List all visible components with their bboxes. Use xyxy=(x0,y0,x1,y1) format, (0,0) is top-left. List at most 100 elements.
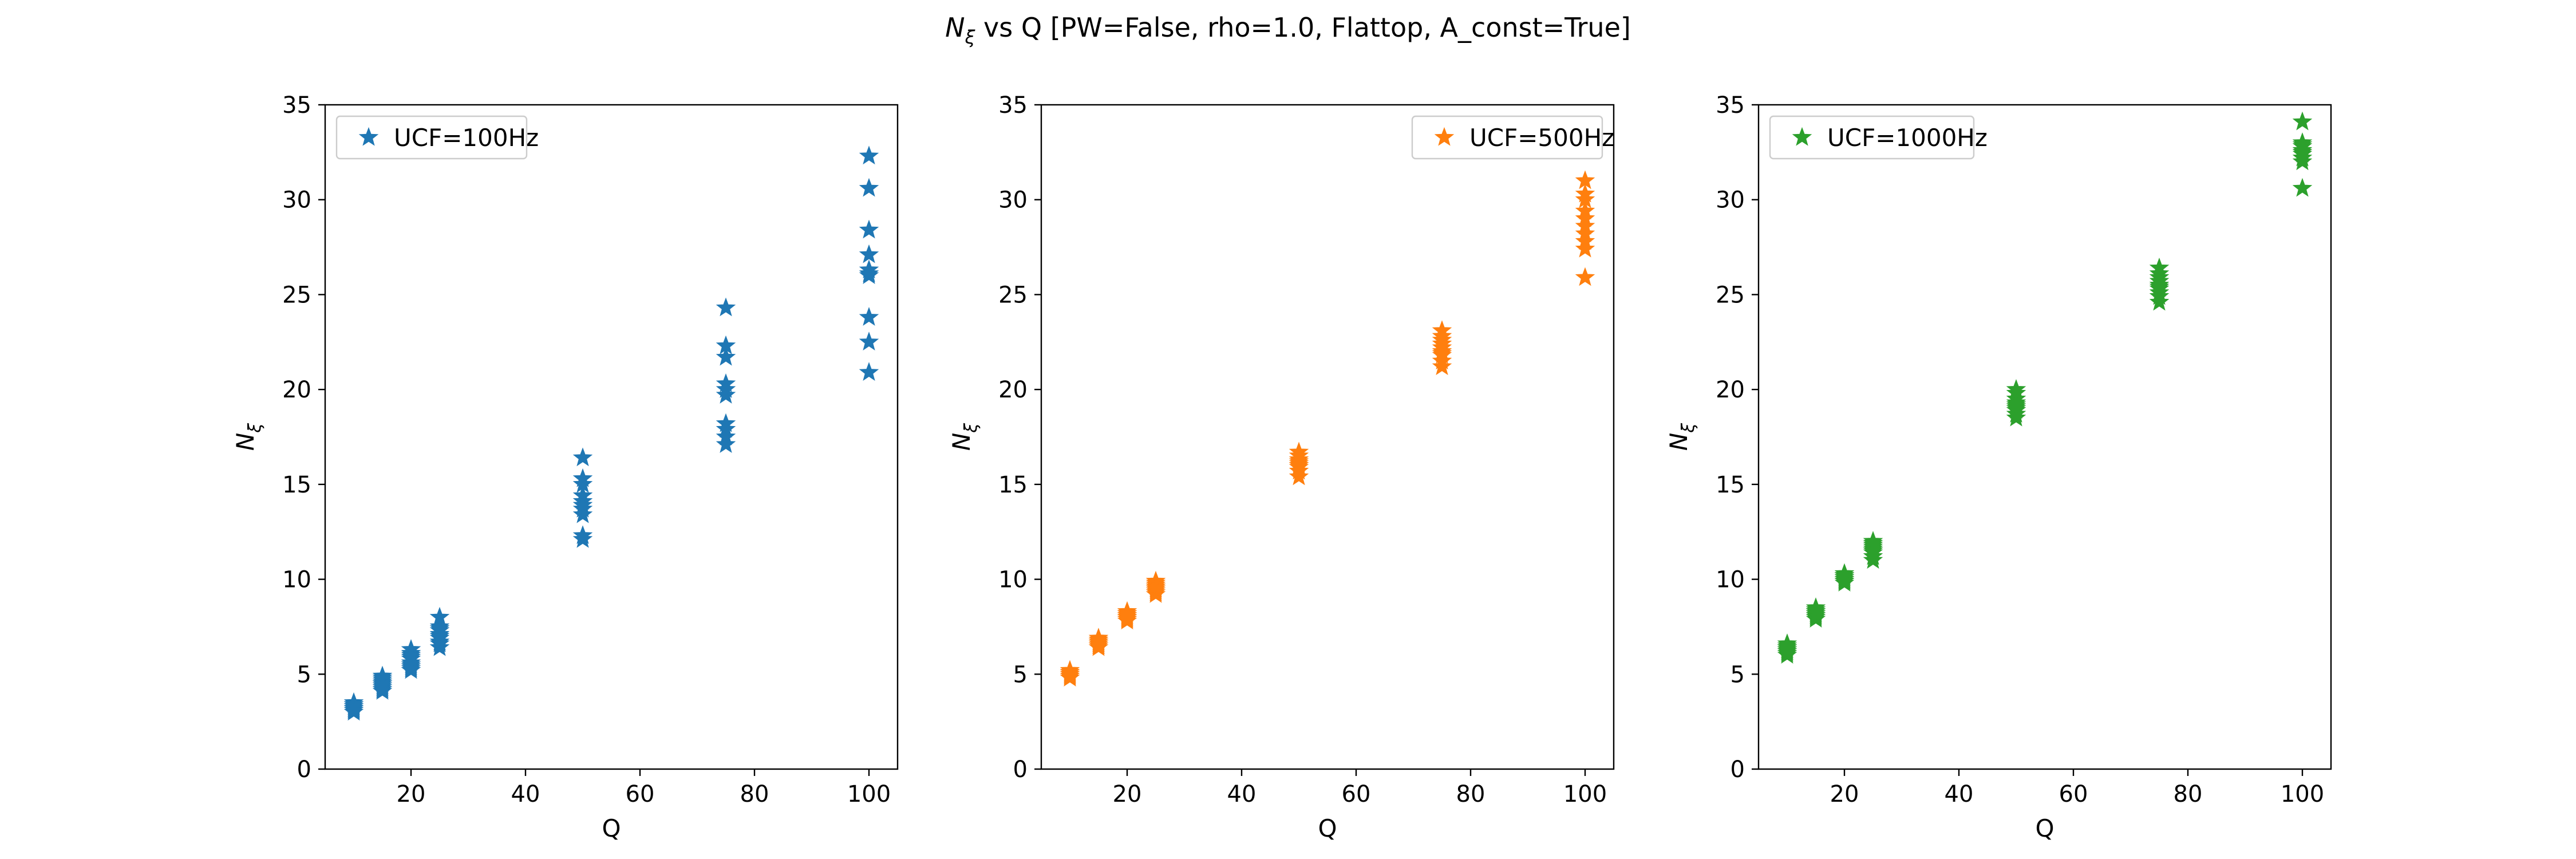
data-point xyxy=(1575,215,1595,235)
y-axis-label-subscript: ξ xyxy=(245,423,265,434)
y-tick-label: 25 xyxy=(998,282,1028,308)
y-axis-label-subscript: ξ xyxy=(1678,423,1698,434)
x-tick-label: 40 xyxy=(1945,781,1974,807)
data-point xyxy=(429,618,450,637)
y-tick-label: 30 xyxy=(1716,187,1745,214)
data-point xyxy=(372,673,393,692)
data-point xyxy=(1863,540,1883,559)
data-point xyxy=(716,384,736,404)
data-point xyxy=(2149,277,2170,295)
y-tick-label: 15 xyxy=(282,472,311,498)
data-point xyxy=(1060,664,1080,683)
data-point xyxy=(1834,565,1855,584)
y-tick-label: 15 xyxy=(1716,472,1745,498)
data-point xyxy=(716,426,736,446)
data-point xyxy=(2292,111,2313,131)
y-tick-label: 20 xyxy=(282,377,311,403)
y-axis-label: Nξ xyxy=(231,423,265,451)
data-point xyxy=(716,346,736,366)
x-tick-label: 20 xyxy=(1113,781,1142,807)
data-point xyxy=(1575,238,1595,258)
data-point xyxy=(716,379,736,398)
data-point xyxy=(859,263,879,282)
y-tick-label: 25 xyxy=(1716,282,1745,308)
data-point xyxy=(1805,601,1826,620)
x-tick-label: 40 xyxy=(511,781,540,807)
data-point xyxy=(1575,183,1595,203)
data-point xyxy=(859,145,879,165)
data-point xyxy=(1432,356,1452,376)
x-tick-label: 60 xyxy=(1342,781,1371,807)
data-point xyxy=(572,474,593,493)
axes-frame xyxy=(1757,104,2332,770)
y-tick-label: 10 xyxy=(1716,567,1745,593)
data-point xyxy=(401,658,421,677)
data-point xyxy=(716,413,736,432)
x-tick-label: 100 xyxy=(2281,781,2324,807)
y-tick-label: 35 xyxy=(282,92,311,119)
data-point xyxy=(572,504,593,523)
data-point xyxy=(343,700,364,719)
series-UCF=500Hz xyxy=(1060,170,1595,687)
x-tick-label: 80 xyxy=(2174,781,2203,807)
data-point xyxy=(1575,189,1595,208)
x-axis-label: Q xyxy=(1318,814,1337,842)
x-axis-label: Q xyxy=(2035,814,2054,842)
data-point xyxy=(1432,326,1452,345)
data-point xyxy=(859,178,879,197)
data-point xyxy=(1432,343,1452,362)
legend-box xyxy=(335,115,528,160)
y-tick-label: 35 xyxy=(1716,92,1745,119)
data-point xyxy=(572,525,593,545)
data-point xyxy=(1575,200,1595,220)
y-tick-label: 5 xyxy=(1730,661,1745,688)
plot-area xyxy=(1759,105,2331,769)
data-point xyxy=(859,307,879,326)
data-point xyxy=(1432,350,1452,370)
x-axis-label: Q xyxy=(602,814,621,842)
data-point xyxy=(859,219,879,239)
data-point xyxy=(1575,208,1595,227)
data-point xyxy=(1088,629,1109,649)
data-point xyxy=(1088,635,1109,655)
chart-panel-2: 20 40 60 80 100 0 5 10 15 20 25 30 35 Q Nξ UCF=500Hz xyxy=(947,92,1614,842)
x-tick-label: 60 xyxy=(2059,781,2088,807)
data-point xyxy=(716,419,736,438)
data-point xyxy=(1777,637,1797,656)
chart-panel-1: 20 40 60 80 100 0 5 10 15 20 25 30 35 Q Nξ UCF=100Hz xyxy=(231,92,899,842)
x-tick-label: 20 xyxy=(397,781,426,807)
y-tick-label: 10 xyxy=(998,567,1028,593)
series-UCF=1000Hz xyxy=(1777,111,2313,664)
figure-suptitle: Nξ vs Q [PW=False, rho=1.0, Flattop, A_c… xyxy=(945,12,1631,48)
legend-label: UCF=100Hz xyxy=(394,124,539,152)
legend-marker xyxy=(1434,127,1455,146)
y-tick-label: 0 xyxy=(1013,756,1028,783)
y-tick-label: 0 xyxy=(297,756,311,783)
axes-frame xyxy=(324,104,899,770)
x-tick-label: 60 xyxy=(626,781,655,807)
x-tick-label: 40 xyxy=(1227,781,1257,807)
data-point xyxy=(2006,379,2026,398)
y-tick-label: 30 xyxy=(998,187,1028,214)
data-point xyxy=(429,631,450,651)
y-tick-label: 20 xyxy=(998,377,1028,403)
plot-area xyxy=(1041,105,1614,769)
data-point xyxy=(1432,320,1452,340)
y-tick-label: 20 xyxy=(1716,377,1745,403)
legend-marker xyxy=(1792,127,1812,146)
legend-label: UCF=1000Hz xyxy=(1827,124,1988,152)
data-point xyxy=(429,625,450,645)
x-tick-label: 80 xyxy=(1456,781,1485,807)
data-point xyxy=(2006,394,2026,413)
y-tick-label: 5 xyxy=(297,661,311,688)
x-tick-label: 20 xyxy=(1830,781,1859,807)
legend-label: UCF=500Hz xyxy=(1469,124,1614,152)
legend-box xyxy=(1769,115,1975,160)
data-point xyxy=(716,335,736,354)
y-tick-label: 35 xyxy=(998,92,1028,119)
y-tick-label: 25 xyxy=(282,282,311,308)
data-point xyxy=(1575,267,1595,286)
plot-area xyxy=(325,105,898,769)
data-point xyxy=(1289,455,1309,474)
